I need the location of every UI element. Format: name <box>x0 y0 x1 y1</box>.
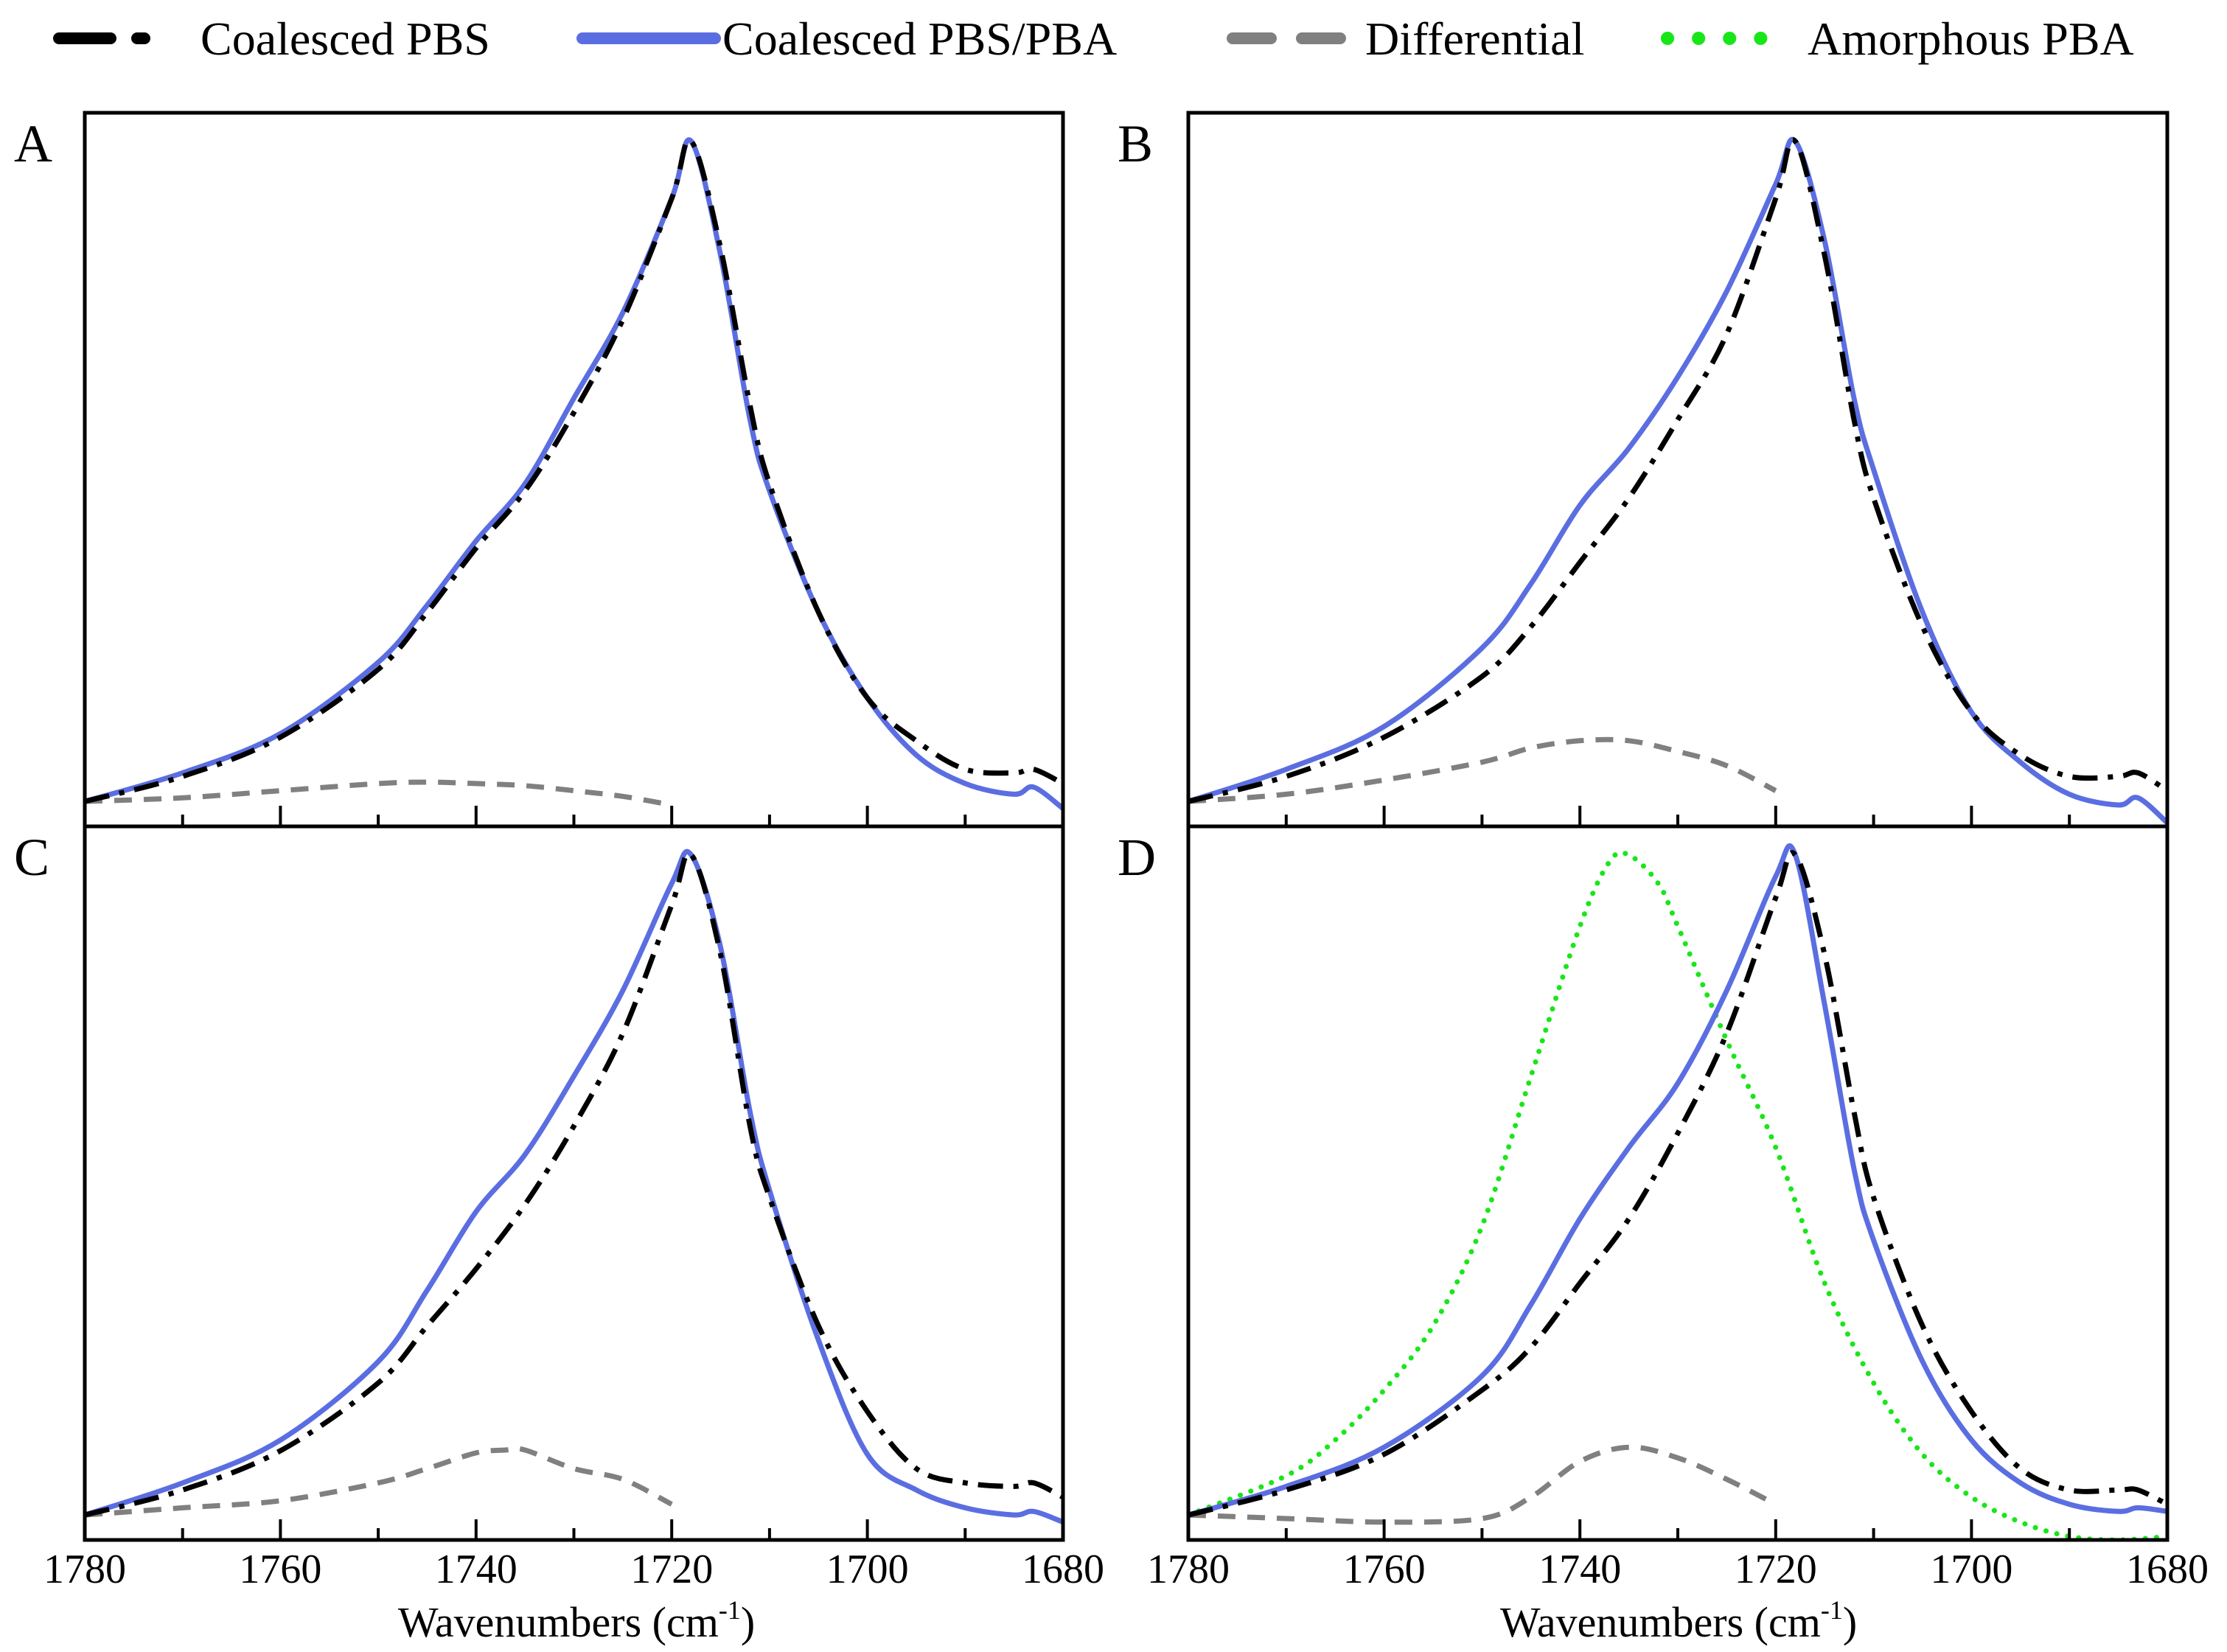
panel-d: 1780 1760 1740 1720 1700 1680 D <box>1118 824 2209 1592</box>
panel-c-series-coalesced-pbs-pba <box>85 848 1063 1525</box>
panel-d-series-differential <box>1188 1444 1777 1525</box>
panel-b-ticks <box>1187 806 2169 826</box>
legend-item-amorphous-pba: Amorphous PBA <box>1661 13 2134 65</box>
legend-item-coalesced-pbs-pba: Coalesced PBS/PBA <box>576 13 1117 65</box>
legend: Coalesced PBS Coalesced PBS/PBA Differen… <box>53 13 2134 65</box>
x-axis-labels: Wavenumbers (cm-1) Wavenumbers (cm-1) <box>398 1595 1857 1646</box>
panel-a-label: A <box>14 114 52 173</box>
legend-label-amorphous-pba: Amorphous PBA <box>1808 13 2134 65</box>
panel-c-tick-label-1760: 1760 <box>239 1547 321 1592</box>
legend-item-coalesced-pbs: Coalesced PBS <box>53 13 490 65</box>
panel-a-series-differential <box>85 779 672 808</box>
panel-c-series <box>85 848 1063 1525</box>
panel-d-tick-label-1780: 1780 <box>1147 1547 1230 1592</box>
x-axis-label-right-main: Wavenumbers (cm <box>1500 1598 1821 1646</box>
panel-a-series-coalesced-pbs <box>85 137 1063 804</box>
x-axis-label-right: Wavenumbers (cm-1) <box>1500 1595 1857 1646</box>
panel-b-label: B <box>1118 114 1153 173</box>
panel-d-ticks: 1780 1760 1740 1720 1700 1680 <box>1147 1519 2209 1592</box>
panel-d-label: D <box>1118 828 1156 887</box>
panel-b-series-coalesced-pbs <box>1188 137 2167 804</box>
x-axis-label-right-close: ) <box>1843 1598 1857 1646</box>
panel-b-series-differential <box>1188 736 1777 804</box>
panel-a-series <box>85 137 1063 812</box>
panel-d-series <box>1188 843 2167 1540</box>
panel-c: 1780 1760 1740 1720 1700 1680 C <box>14 824 1104 1592</box>
panel-b-series-coalesced-pbs-pba <box>1188 136 2167 826</box>
panel-a-ticks <box>83 806 1064 826</box>
panel-b-frame <box>1186 111 2170 829</box>
panel-d-tick-label-1700: 1700 <box>1930 1547 2012 1592</box>
x-axis-label-right-sup: -1 <box>1821 1595 1843 1625</box>
legend-item-differential: Differential <box>1227 13 1584 65</box>
panel-c-label: C <box>14 828 49 887</box>
x-axis-label-left-sup: -1 <box>719 1595 741 1625</box>
panel-d-tick-label-1680: 1680 <box>2126 1547 2209 1592</box>
panel-c-series-differential <box>85 1446 673 1518</box>
panel-c-ticks: 1780 1760 1740 1720 1700 1680 <box>43 1519 1104 1592</box>
panel-a-series-coalesced-pbs-pba <box>85 137 1063 812</box>
panel-c-series-coalesced-pbs <box>85 851 1063 1518</box>
panel-c-frame <box>83 824 1065 1542</box>
legend-label-coalesced-pbs-pba: Coalesced PBS/PBA <box>722 13 1117 65</box>
panel-c-tick-label-1780: 1780 <box>43 1547 126 1592</box>
panel-d-tick-label-1740: 1740 <box>1538 1547 1621 1592</box>
panel-d-tick-label-1760: 1760 <box>1343 1547 1426 1592</box>
panel-d-frame <box>1186 824 2170 1542</box>
panel-c-tick-label-1680: 1680 <box>1022 1547 1104 1592</box>
panel-d-tick-label-1720: 1720 <box>1735 1547 1817 1592</box>
panel-c-tick-label-1700: 1700 <box>826 1547 909 1592</box>
panel-b-series <box>1188 136 2167 826</box>
x-axis-label-left-main: Wavenumbers (cm <box>398 1598 719 1646</box>
x-axis-label-left: Wavenumbers (cm-1) <box>398 1595 755 1646</box>
panel-a: A <box>14 111 1065 829</box>
legend-label-differential: Differential <box>1365 13 1584 65</box>
panel-d-series-amorphous-pba <box>1188 849 2167 1540</box>
panel-b: B <box>1118 111 2170 829</box>
panel-c-tick-label-1740: 1740 <box>435 1547 517 1592</box>
panel-c-tick-label-1720: 1720 <box>630 1547 713 1592</box>
x-axis-label-left-close: ) <box>741 1598 755 1646</box>
legend-label-coalesced-pbs: Coalesced PBS <box>201 13 490 65</box>
panel-d-series-coalesced-pbs-pba <box>1188 843 2167 1518</box>
panel-a-frame <box>83 111 1065 829</box>
panel-d-series-coalesced-pbs <box>1188 850 2167 1518</box>
